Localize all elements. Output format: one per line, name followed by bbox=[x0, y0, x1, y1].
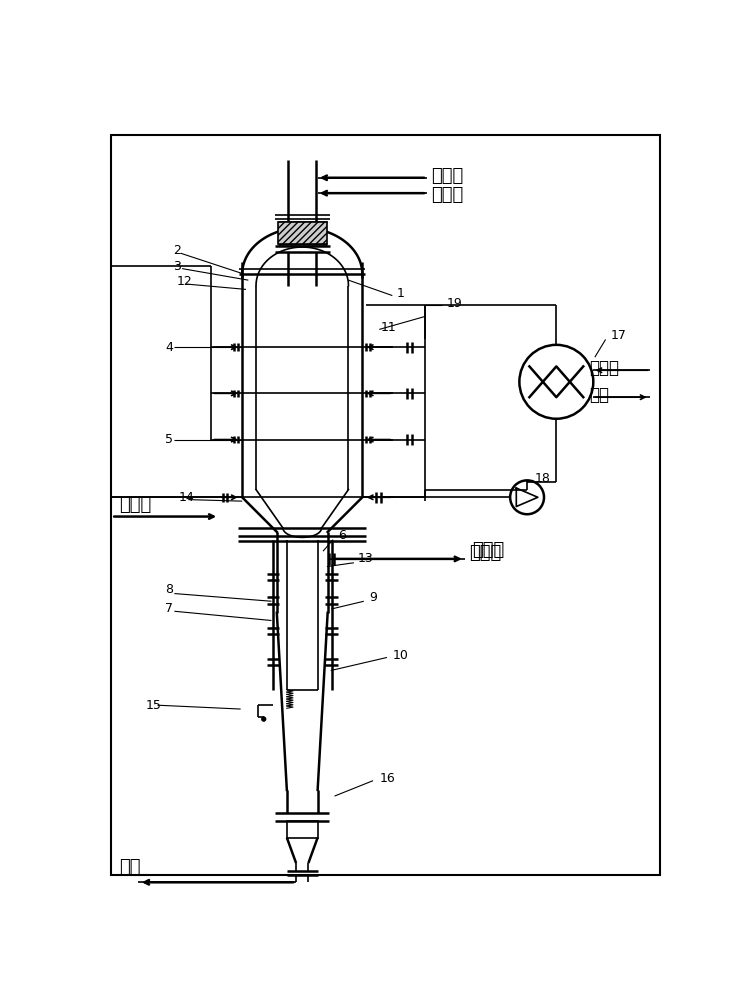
Text: 17: 17 bbox=[610, 329, 626, 342]
Text: 14: 14 bbox=[179, 491, 195, 504]
Text: 18: 18 bbox=[535, 472, 550, 485]
Text: 13: 13 bbox=[358, 552, 374, 565]
Text: 蔭汽: 蔭汽 bbox=[589, 386, 608, 404]
Text: 合成气: 合成气 bbox=[472, 541, 504, 559]
Text: 气化剂: 气化剂 bbox=[431, 186, 463, 204]
Text: 16: 16 bbox=[379, 772, 395, 785]
Text: 10: 10 bbox=[393, 649, 408, 662]
Text: 3: 3 bbox=[173, 260, 180, 273]
Text: 12: 12 bbox=[177, 275, 193, 288]
Text: 激冷水: 激冷水 bbox=[119, 496, 151, 514]
Text: 1: 1 bbox=[396, 287, 404, 300]
Text: 6: 6 bbox=[338, 529, 347, 542]
Text: 7: 7 bbox=[165, 602, 173, 615]
Polygon shape bbox=[277, 222, 327, 244]
Text: 合成气: 合成气 bbox=[469, 544, 502, 562]
Text: 渣水: 渣水 bbox=[119, 858, 141, 876]
Text: 2: 2 bbox=[173, 244, 180, 257]
Text: 8: 8 bbox=[165, 583, 173, 596]
Text: 4: 4 bbox=[165, 341, 173, 354]
Text: 11: 11 bbox=[381, 321, 396, 334]
Text: 5: 5 bbox=[165, 433, 173, 446]
Text: 19: 19 bbox=[446, 297, 462, 310]
Text: 15: 15 bbox=[146, 699, 162, 712]
Text: 9: 9 bbox=[369, 591, 377, 604]
Text: 干煤粉: 干煤粉 bbox=[431, 167, 463, 185]
Bar bbox=[287, 821, 317, 838]
Circle shape bbox=[262, 717, 266, 721]
Text: 锅炉水: 锅炉水 bbox=[589, 359, 619, 377]
